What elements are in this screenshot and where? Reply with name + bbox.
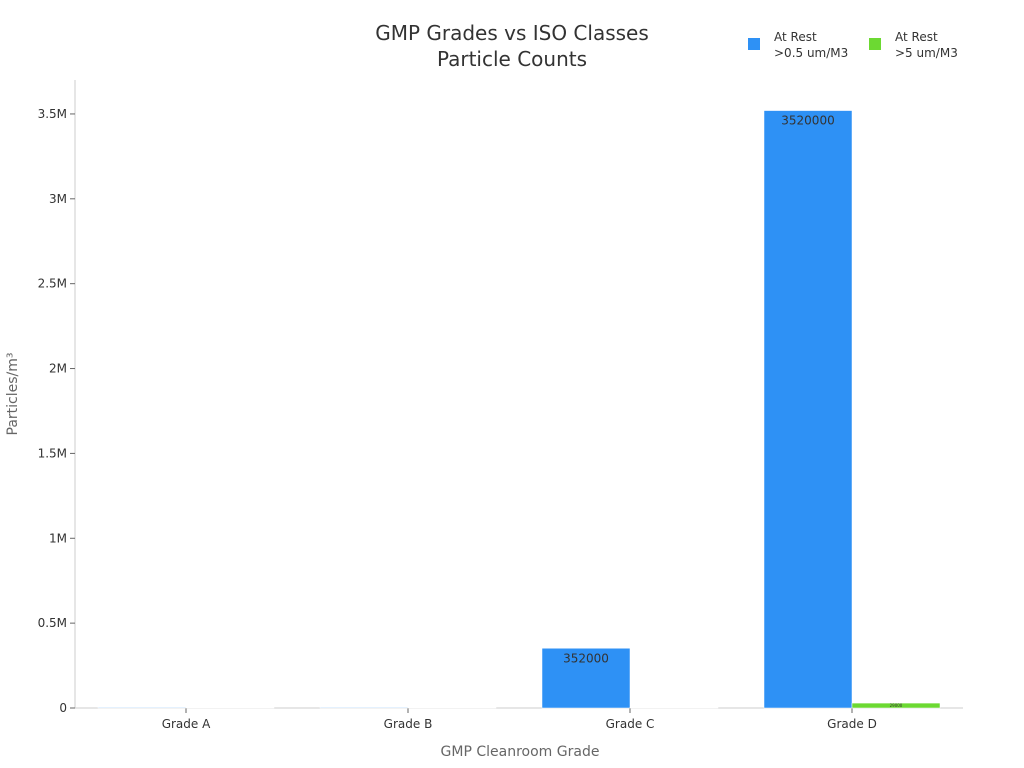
x-axis-title: GMP Cleanroom Grade — [441, 744, 600, 760]
chart-title: GMP Grades vs ISO Classes Particle Count… — [375, 21, 649, 71]
y-tick-label: 1M — [49, 531, 67, 545]
y-tick-label: 3.5M — [38, 107, 67, 121]
chart-title-line-1: GMP Grades vs ISO Classes — [375, 21, 649, 45]
bars — [97, 110, 941, 709]
y-axis-title: Particles/m³ — [5, 353, 21, 436]
bar-series-1-grade-c — [541, 648, 631, 709]
y-tick-label: 1.5M — [38, 446, 67, 460]
x-tick-label: Grade B — [384, 717, 433, 731]
legend-swatch-series-2 — [869, 38, 881, 50]
legend: At Rest >0.5 um/M3 At Rest >5 um/M3 — [748, 30, 958, 60]
y-tick-label: 0 — [59, 701, 67, 715]
bar-series-2-grade-a — [185, 707, 275, 709]
bar-labels: 352000 3520000 29000 — [563, 114, 903, 708]
axes: 0 0.5M 1M 1.5M 2M 2.5M 3M 3.5M Grade A Grade B Gra… — [38, 80, 963, 731]
bar-data-label: 29000 — [890, 703, 903, 708]
bar-series-1-grade-a — [97, 707, 187, 709]
bar-series-2-grade-c — [629, 707, 719, 709]
bar-series-2-grade-b — [407, 707, 497, 709]
chart-title-line-2: Particle Counts — [437, 47, 587, 71]
x-tick-label: Grade C — [606, 717, 655, 731]
y-tick-label: 0.5M — [38, 616, 67, 630]
legend-label-series-2: At Rest — [895, 30, 938, 44]
y-tick-label: 2.5M — [38, 277, 67, 291]
legend-label-series-2: >5 um/M3 — [895, 46, 958, 60]
bar-series-1-grade-d — [763, 110, 853, 709]
legend-label-series-1: At Rest — [774, 30, 817, 44]
bar-data-label: 352000 — [563, 651, 609, 665]
bar-data-label: 3520000 — [781, 114, 834, 128]
y-tick-label: 2M — [49, 362, 67, 376]
bar-series-2-grade-d — [851, 702, 941, 709]
legend-swatch-series-1 — [748, 38, 760, 50]
y-tick-label: 3M — [49, 192, 67, 206]
x-tick-label: Grade D — [827, 717, 877, 731]
x-tick-label: Grade A — [162, 717, 211, 731]
legend-label-series-1: >0.5 um/M3 — [774, 46, 848, 60]
bar-series-1-grade-b — [319, 707, 409, 709]
